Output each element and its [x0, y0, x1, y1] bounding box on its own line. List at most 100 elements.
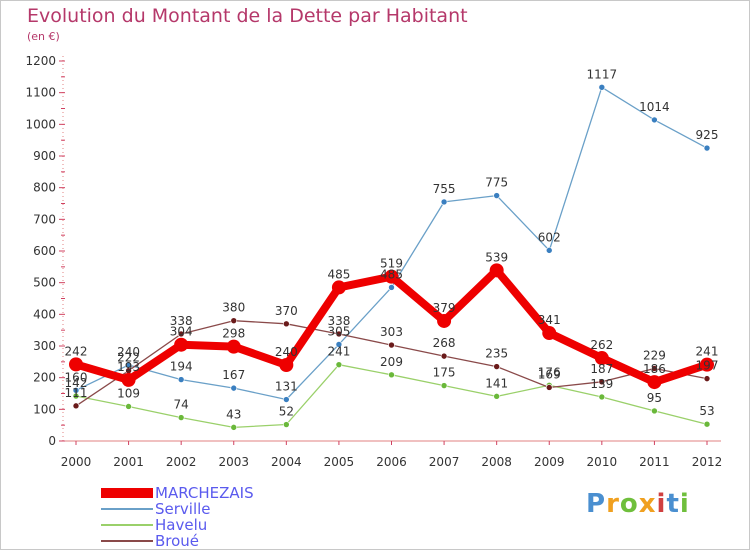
data-label: 53	[699, 404, 714, 418]
data-point	[384, 269, 399, 284]
legend-item-havelu: Havelu	[101, 517, 254, 533]
data-point	[651, 407, 658, 415]
x-tick-label: 2006	[376, 455, 407, 469]
data-point	[177, 414, 185, 421]
data-label: 1117	[587, 67, 618, 81]
data-point	[283, 421, 290, 428]
data-label: 379	[433, 301, 456, 315]
x-tick-label: 2000	[61, 455, 92, 469]
data-point	[279, 358, 294, 372]
data-label: 111	[65, 386, 88, 400]
data-label: 194	[170, 360, 193, 374]
data-label: 229	[643, 348, 666, 362]
y-tick-label: 300	[33, 339, 56, 353]
data-label: 380	[222, 301, 245, 315]
data-label: 187	[590, 362, 613, 376]
data-label: 298	[222, 327, 245, 341]
x-tick-label: 2001	[113, 455, 144, 469]
chart-legend: MARCHEZAIS Serville Havelu Broué	[101, 485, 254, 549]
data-label: 262	[590, 338, 613, 352]
data-label: 197	[696, 359, 719, 373]
legend-label: MARCHEZAIS	[155, 484, 254, 502]
data-point	[545, 384, 553, 391]
data-point	[651, 116, 658, 124]
proxiti-logo: Proxiti	[586, 489, 690, 519]
data-point	[388, 284, 395, 291]
data-point	[598, 393, 606, 401]
data-point	[177, 376, 185, 383]
data-point	[493, 192, 500, 199]
data-label: 602	[538, 230, 561, 244]
data-point	[598, 83, 606, 91]
data-point	[226, 339, 241, 354]
y-tick-label: 600	[33, 244, 56, 258]
data-label: 160	[65, 370, 88, 384]
legend-label: Havelu	[155, 516, 208, 534]
data-label: 925	[696, 128, 719, 142]
data-point	[651, 365, 658, 372]
data-label: 268	[433, 336, 456, 350]
data-point	[545, 247, 553, 254]
data-point	[440, 382, 448, 389]
data-point	[230, 384, 238, 392]
legend-label: Broué	[155, 532, 200, 550]
y-tick-label: 700	[33, 212, 56, 226]
data-label: 169	[538, 367, 561, 381]
data-point	[388, 341, 395, 349]
data-point	[335, 341, 343, 348]
legend-swatch	[101, 540, 153, 542]
legend-label: Serville	[155, 500, 211, 518]
y-tick-label: 200	[33, 371, 56, 385]
y-tick-label: 1000	[25, 117, 56, 131]
data-point	[331, 280, 346, 295]
x-tick-label: 2011	[639, 455, 670, 469]
data-label: 775	[485, 176, 508, 190]
data-point	[440, 198, 448, 206]
data-point	[283, 396, 290, 403]
legend-item-serville: Serville	[101, 501, 254, 517]
data-point	[703, 420, 711, 428]
data-label: 209	[380, 355, 403, 369]
data-point	[121, 372, 136, 387]
data-point	[177, 330, 185, 338]
data-label: 176	[538, 365, 561, 379]
x-tick-label: 2003	[218, 455, 249, 469]
data-label: 304	[170, 325, 193, 339]
data-label: 370	[275, 304, 298, 318]
data-label: 305	[327, 324, 350, 338]
data-point	[489, 263, 504, 278]
data-label: 241	[696, 345, 719, 359]
data-label: 241	[327, 345, 350, 359]
data-label: 303	[380, 325, 403, 339]
data-label: 131	[275, 380, 298, 394]
legend-item-broue: Broué	[101, 533, 254, 549]
x-tick-label: 2007	[429, 455, 460, 469]
data-point	[703, 375, 711, 382]
data-label: 109	[117, 386, 140, 400]
data-label: 142	[65, 376, 88, 390]
x-tick-label: 2004	[271, 455, 302, 469]
data-label: 485	[327, 267, 350, 281]
x-tick-label: 2009	[534, 455, 565, 469]
chart-axes: 0 100 200 300 400 500 600 700 800 900 1000 1100 1200…	[25, 54, 722, 469]
x-tick-label: 2002	[166, 455, 197, 469]
data-label: 52	[279, 405, 294, 419]
data-label: 139	[590, 377, 613, 391]
data-label: 43	[226, 407, 241, 421]
y-tick-label: 400	[33, 307, 56, 321]
data-label: 186	[643, 362, 666, 376]
data-label: 539	[485, 250, 508, 264]
data-label: 175	[433, 366, 456, 380]
data-label: 235	[485, 347, 508, 361]
data-point	[542, 326, 557, 341]
data-label: 193	[117, 360, 140, 374]
data-point	[437, 313, 452, 328]
legend-swatch	[101, 508, 153, 510]
series-points	[69, 83, 714, 431]
data-point	[72, 402, 80, 410]
data-label: 240	[117, 345, 140, 359]
data-label: 755	[433, 182, 456, 196]
data-label: 338	[170, 314, 193, 328]
